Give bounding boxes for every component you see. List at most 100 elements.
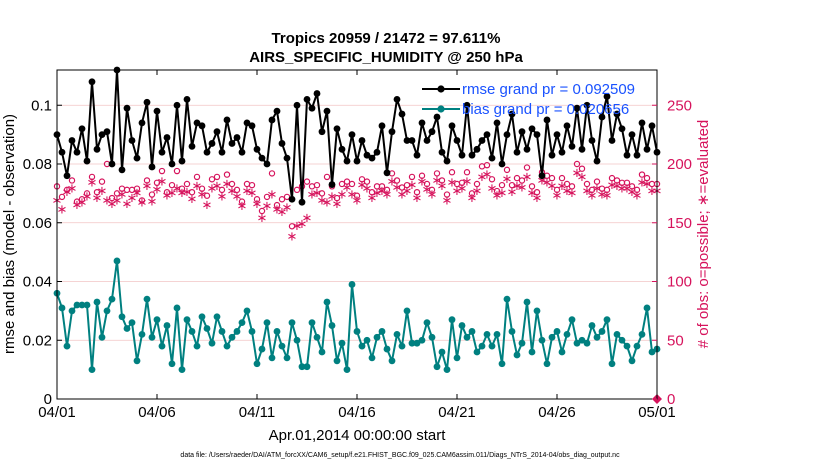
obs-possible-marker bbox=[133, 185, 141, 192]
y-right-tick-label: 150 bbox=[667, 215, 692, 232]
rmse-point bbox=[333, 125, 341, 133]
obs-possible-marker bbox=[503, 166, 511, 174]
obs-possible-marker bbox=[68, 177, 76, 184]
obs-evaluated-marker: ∗ bbox=[507, 185, 518, 200]
obs-evaluated-marker: ∗ bbox=[587, 189, 598, 204]
rmse-point bbox=[368, 154, 376, 162]
obs-possible-marker bbox=[463, 169, 471, 176]
rmse-point bbox=[398, 110, 406, 118]
legend: rmse grand pr = 0.092509 bias grand pr =… bbox=[422, 81, 635, 118]
rmse-point bbox=[593, 157, 601, 165]
obs-possible-marker bbox=[223, 171, 231, 178]
obs-evaluated-marker: ∗ bbox=[202, 198, 213, 213]
y-right-tick-label: 50 bbox=[667, 332, 684, 349]
obs-possible-marker bbox=[93, 188, 101, 196]
bias-point bbox=[563, 330, 571, 338]
obs-evaluated-marker: ∗ bbox=[102, 193, 113, 208]
obs-evaluated-marker: ∗ bbox=[327, 190, 338, 205]
bias-point bbox=[253, 360, 261, 368]
rmse-point bbox=[108, 160, 116, 168]
obs-evaluated-marker: ∗ bbox=[242, 184, 253, 199]
rmse-point bbox=[563, 122, 571, 130]
y-left-tick-label: 0.02 bbox=[23, 332, 52, 349]
obs-possible-marker bbox=[313, 181, 321, 189]
obs-evaluated-marker: ∗ bbox=[72, 198, 83, 213]
y-right-tick-label: 200 bbox=[667, 156, 692, 173]
obs-possible-marker bbox=[613, 177, 621, 184]
rmse-point bbox=[558, 148, 566, 156]
rmse-point bbox=[513, 148, 521, 156]
obs-evaluated-marker: ∗ bbox=[527, 186, 538, 201]
obs-possible-marker bbox=[403, 181, 411, 189]
obs-possible-marker bbox=[198, 185, 206, 192]
bias-point bbox=[373, 333, 381, 341]
obs-evaluated-marker: ∗ bbox=[502, 172, 513, 187]
bias-line bbox=[56, 259, 658, 371]
bias-point bbox=[148, 333, 156, 341]
obs-possible-marker bbox=[498, 181, 506, 189]
bias-point bbox=[508, 328, 516, 335]
rmse-point bbox=[618, 125, 626, 133]
obs-possible-marker bbox=[183, 180, 191, 188]
obs-evaluated-marker: ∗ bbox=[517, 180, 528, 195]
bias-point bbox=[413, 339, 421, 347]
rmse-point bbox=[613, 110, 621, 118]
bias-point bbox=[258, 345, 266, 353]
obs-possible-marker bbox=[433, 170, 441, 177]
obs-evaluated-marker: ∗ bbox=[152, 183, 163, 198]
obs-possible-marker bbox=[353, 192, 361, 199]
obs-evaluated-marker: ∗ bbox=[637, 176, 648, 191]
bias-point bbox=[343, 366, 351, 374]
obs-evaluated-marker: ∗ bbox=[602, 189, 613, 204]
obs-possible-marker bbox=[473, 180, 481, 188]
obs-evaluated-marker: ∗ bbox=[627, 185, 638, 200]
bias-point bbox=[183, 316, 191, 324]
obs-evaluated-marker: ∗ bbox=[272, 203, 283, 218]
bias-point bbox=[448, 316, 456, 324]
y-left-tick-label: 0.04 bbox=[23, 274, 52, 291]
obs-possible-marker bbox=[603, 186, 611, 194]
obs-possible-marker bbox=[483, 161, 491, 169]
x-tick-label: 04/11 bbox=[239, 404, 275, 421]
obs-evaluated-marker: ∗ bbox=[617, 182, 628, 197]
bias-point bbox=[498, 360, 506, 368]
rmse-point bbox=[643, 145, 651, 153]
rmse-point bbox=[463, 101, 471, 109]
obs-possible-marker bbox=[213, 173, 221, 181]
bias-point bbox=[478, 342, 486, 350]
obs-possible-marker bbox=[143, 177, 151, 184]
rmse-point bbox=[278, 140, 286, 147]
obs-evaluated-marker: ∗ bbox=[182, 185, 193, 200]
bias-point bbox=[78, 301, 86, 309]
rmse-point bbox=[483, 131, 491, 139]
bias-point bbox=[333, 357, 341, 365]
obs-possible-marker bbox=[343, 178, 351, 185]
obs-evaluated-marker: ∗ bbox=[107, 197, 118, 212]
legend-bias-marker bbox=[437, 105, 445, 113]
rmse-point bbox=[638, 119, 646, 127]
rmse-point bbox=[318, 128, 326, 136]
rmse-point bbox=[438, 148, 446, 156]
bias-point bbox=[378, 328, 386, 335]
bias-point bbox=[153, 316, 161, 324]
bias-point bbox=[518, 339, 526, 347]
rmse-point bbox=[228, 140, 236, 147]
rmse-point bbox=[68, 137, 76, 144]
obs-possible-marker bbox=[338, 180, 346, 188]
rmse-point bbox=[238, 148, 246, 156]
bias-point bbox=[408, 339, 416, 347]
obs-possible-marker bbox=[173, 167, 181, 175]
bias-point bbox=[198, 313, 206, 321]
rmse-point bbox=[418, 119, 426, 127]
obs-possible-marker bbox=[583, 180, 591, 188]
obs-evaluated-marker: ∗ bbox=[607, 178, 618, 193]
obs-evaluated-marker: ∗ bbox=[557, 179, 568, 194]
obs-evaluated-marker: ∗ bbox=[562, 184, 573, 199]
obs-evaluated-marker: ∗ bbox=[297, 217, 308, 232]
obs-evaluated-marker: ∗ bbox=[87, 176, 98, 191]
rmse-point bbox=[303, 95, 311, 103]
obs-possible-marker bbox=[58, 193, 66, 201]
obs-possible-marker bbox=[318, 190, 326, 197]
bias-point bbox=[368, 354, 376, 362]
obs-possible-marker bbox=[548, 174, 556, 182]
